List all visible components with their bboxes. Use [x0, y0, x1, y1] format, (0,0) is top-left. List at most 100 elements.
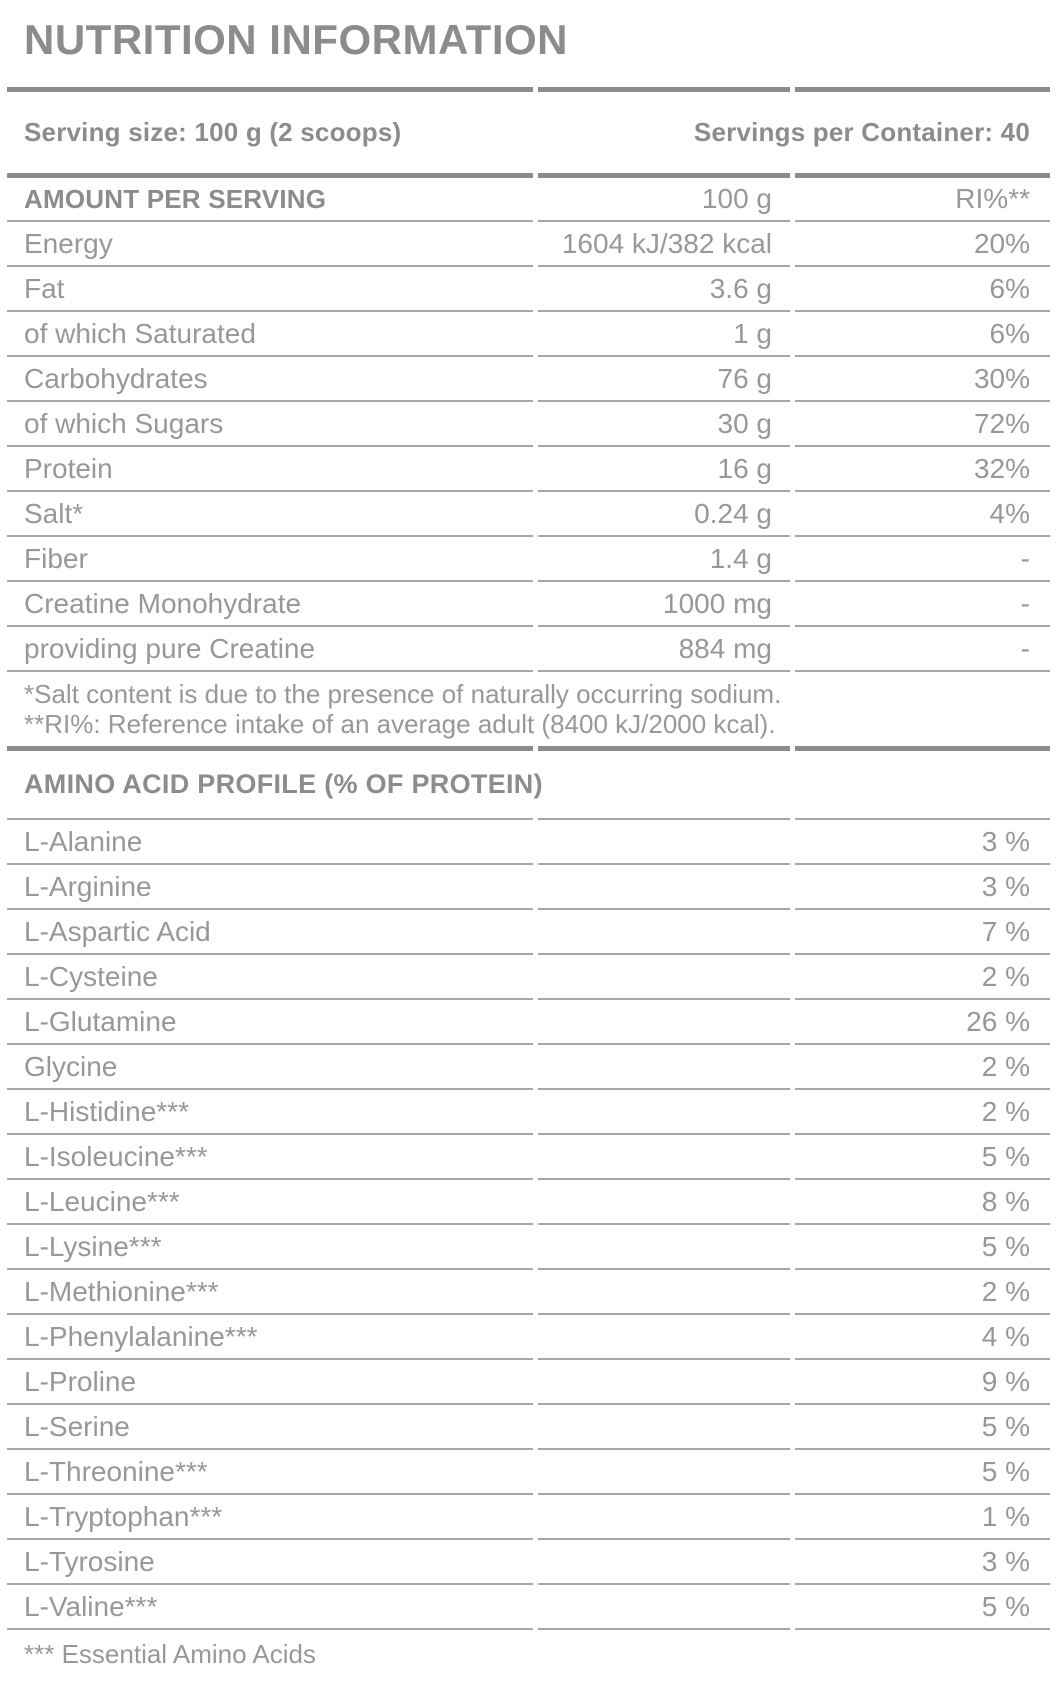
amino-acid-percent: 5 % [795, 1405, 1050, 1450]
nutrient-ri-percent: 72% [795, 402, 1050, 447]
table-row: Protein 16 g 32% [7, 447, 1050, 492]
amino-acid-spacer [538, 1135, 790, 1180]
nutrient-ri-percent: - [795, 627, 1050, 672]
amino-acid-label: L-Isoleucine*** [7, 1135, 533, 1180]
nutrient-label: Carbohydrates [7, 357, 533, 402]
table-row: L-Serine 5 % [7, 1405, 1050, 1450]
nutrient-label: of which Sugars [7, 402, 533, 447]
amino-acid-spacer [538, 1405, 790, 1450]
amino-acid-label: L-Methionine*** [7, 1270, 533, 1315]
nutrient-amount: 76 g [538, 357, 790, 402]
table-row: L-Histidine*** 2 % [7, 1090, 1050, 1135]
nutrient-ri-percent: - [795, 582, 1050, 627]
amino-acid-spacer [538, 1180, 790, 1225]
footnote-ri: **RI%: Reference intake of an average ad… [24, 709, 776, 739]
amino-acid-label: L-Valine*** [7, 1585, 533, 1630]
amino-acid-percent: 2 % [795, 955, 1050, 1000]
table-row: of which Sugars 30 g 72% [7, 402, 1050, 447]
page-title: NUTRITION INFORMATION [24, 16, 568, 63]
nutrient-label: of which Saturated [7, 312, 533, 357]
nutrient-label: Fat [7, 267, 533, 312]
divider-thick-serving [7, 173, 1050, 178]
table-row: Glycine 2 % [7, 1045, 1050, 1090]
nutrient-label: Creatine Monohydrate [7, 582, 533, 627]
table-row: L-Tyrosine 3 % [7, 1540, 1050, 1585]
amino-acid-percent: 2 % [795, 1270, 1050, 1315]
nutrient-label: Salt* [7, 492, 533, 537]
amino-acid-spacer [538, 1225, 790, 1270]
amino-acid-percent: 26 % [795, 1000, 1050, 1045]
amino-acid-spacer [538, 955, 790, 1000]
amino-acid-spacer [538, 1000, 790, 1045]
table-row: Fiber 1.4 g - [7, 537, 1050, 582]
table-row: L-Cysteine 2 % [7, 955, 1050, 1000]
amino-acid-spacer [538, 1270, 790, 1315]
main-table-body: Energy 1604 kJ/382 kcal 20% Fat 3.6 g 6%… [7, 222, 1050, 672]
nutrient-label: Energy [7, 222, 533, 267]
amino-acid-label: Glycine [7, 1045, 533, 1090]
table-row: L-Arginine 3 % [7, 865, 1050, 910]
column-header-amount-per-serving: AMOUNT PER SERVING [7, 178, 533, 222]
nutrient-amount: 16 g [538, 447, 790, 492]
nutrient-ri-percent: 6% [795, 267, 1050, 312]
amino-acid-percent: 5 % [795, 1450, 1050, 1495]
table-row: L-Isoleucine*** 5 % [7, 1135, 1050, 1180]
amino-acid-spacer [538, 1495, 790, 1540]
amino-acid-percent: 3 % [795, 1540, 1050, 1585]
amino-acid-label: L-Aspartic Acid [7, 910, 533, 955]
table-row: L-Proline 9 % [7, 1360, 1050, 1405]
nutrient-amount: 30 g [538, 402, 790, 447]
column-header-amount: 100 g [538, 178, 790, 222]
divider-thick-top [7, 87, 1050, 92]
table-row: L-Phenylalanine*** 4 % [7, 1315, 1050, 1360]
amino-acid-label: L-Serine [7, 1405, 533, 1450]
amino-acid-percent: 5 % [795, 1225, 1050, 1270]
amino-acid-percent: 5 % [795, 1135, 1050, 1180]
amino-acid-spacer [538, 1450, 790, 1495]
amino-acid-label: L-Arginine [7, 865, 533, 910]
serving-info-row: Serving size: 100 g (2 scoops) Servings … [7, 92, 1050, 173]
main-table-header-row: AMOUNT PER SERVING 100 g RI%** [7, 178, 1050, 222]
amino-acid-spacer [538, 1540, 790, 1585]
nutrient-ri-percent: - [795, 537, 1050, 582]
amino-acid-percent: 4 % [795, 1315, 1050, 1360]
amino-acid-label: L-Alanine [7, 820, 533, 865]
amino-section-header: AMINO ACID PROFILE (% OF PROTEIN) [7, 751, 1050, 818]
amino-acid-label: L-Threonine*** [7, 1450, 533, 1495]
table-row: of which Saturated 1 g 6% [7, 312, 1050, 357]
divider-thin-amino-top [7, 818, 1050, 820]
amino-acid-label: L-Leucine*** [7, 1180, 533, 1225]
nutrient-amount: 1 g [538, 312, 790, 357]
divider-thick-amino [7, 746, 1050, 751]
amino-acid-label: L-Proline [7, 1360, 533, 1405]
main-table-footnotes: *Salt content is due to the presence of … [7, 672, 1050, 746]
amino-acid-percent: 7 % [795, 910, 1050, 955]
amino-acid-percent: 2 % [795, 1090, 1050, 1135]
nutrient-label: Protein [7, 447, 533, 492]
nutrient-amount: 1604 kJ/382 kcal [538, 222, 790, 267]
amino-acid-label: L-Glutamine [7, 1000, 533, 1045]
amino-acid-label: L-Lysine*** [7, 1225, 533, 1270]
table-row: Carbohydrates 76 g 30% [7, 357, 1050, 402]
nutrient-label: Fiber [7, 537, 533, 582]
amino-acid-percent: 9 % [795, 1360, 1050, 1405]
nutrient-ri-percent: 32% [795, 447, 1050, 492]
nutrient-ri-percent: 20% [795, 222, 1050, 267]
table-row: Energy 1604 kJ/382 kcal 20% [7, 222, 1050, 267]
table-row: providing pure Creatine 884 mg - [7, 627, 1050, 672]
nutrient-label: providing pure Creatine [7, 627, 533, 672]
table-row: L-Aspartic Acid 7 % [7, 910, 1050, 955]
nutrient-amount: 884 mg [538, 627, 790, 672]
table-row: L-Lysine*** 5 % [7, 1225, 1050, 1270]
amino-acid-label: L-Histidine*** [7, 1090, 533, 1135]
footnote-salt: *Salt content is due to the presence of … [24, 679, 782, 709]
amino-acid-percent: 5 % [795, 1585, 1050, 1630]
nutrient-amount: 1.4 g [538, 537, 790, 582]
table-row: L-Alanine 3 % [7, 820, 1050, 865]
amino-table-body: L-Alanine 3 % L-Arginine 3 % L-Aspartic … [7, 820, 1050, 1630]
amino-acid-percent: 8 % [795, 1180, 1050, 1225]
amino-acid-spacer [538, 820, 790, 865]
table-row: L-Valine*** 5 % [7, 1585, 1050, 1630]
amino-acid-spacer [538, 1090, 790, 1135]
